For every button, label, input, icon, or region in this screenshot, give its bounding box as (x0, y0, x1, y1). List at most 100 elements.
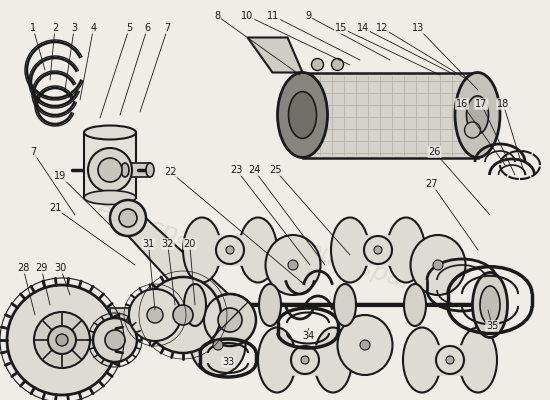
Ellipse shape (266, 235, 321, 295)
Text: 21: 21 (49, 203, 61, 213)
Polygon shape (110, 308, 129, 322)
Text: 27: 27 (426, 179, 438, 189)
Ellipse shape (410, 235, 465, 295)
Circle shape (311, 58, 323, 70)
Ellipse shape (84, 126, 136, 140)
Ellipse shape (258, 328, 296, 392)
Text: 26: 26 (428, 147, 441, 157)
Circle shape (218, 308, 242, 332)
Circle shape (465, 122, 481, 138)
Circle shape (288, 260, 298, 270)
Ellipse shape (314, 328, 352, 392)
Text: 17: 17 (475, 99, 487, 109)
Polygon shape (119, 210, 243, 333)
Text: 20: 20 (184, 239, 196, 249)
Circle shape (291, 346, 319, 374)
Ellipse shape (334, 284, 356, 326)
Text: eurosparts: eurosparts (92, 198, 228, 262)
Text: 29: 29 (35, 263, 47, 273)
Text: 10: 10 (241, 11, 254, 21)
Circle shape (360, 340, 370, 350)
Ellipse shape (480, 286, 500, 324)
Text: 9: 9 (305, 11, 311, 21)
Circle shape (34, 312, 90, 368)
Ellipse shape (121, 163, 129, 177)
Text: 8: 8 (214, 11, 221, 21)
Text: 18: 18 (497, 99, 509, 109)
Text: 28: 28 (17, 263, 29, 273)
Ellipse shape (387, 218, 425, 282)
Text: 6: 6 (144, 23, 151, 33)
Circle shape (145, 277, 221, 353)
Text: 19: 19 (54, 171, 67, 181)
Text: 22: 22 (164, 167, 177, 177)
Circle shape (110, 200, 146, 236)
Ellipse shape (84, 190, 136, 204)
Bar (302, 72, 477, 158)
Circle shape (204, 294, 256, 346)
Ellipse shape (472, 272, 508, 338)
Ellipse shape (404, 284, 426, 326)
Circle shape (105, 330, 125, 350)
Text: 35: 35 (486, 321, 498, 331)
Circle shape (216, 236, 244, 264)
Circle shape (7, 285, 117, 395)
Circle shape (433, 260, 443, 270)
Text: 5: 5 (126, 23, 133, 33)
Text: 32: 32 (162, 239, 174, 249)
Text: 13: 13 (412, 23, 424, 33)
Ellipse shape (474, 284, 496, 326)
Circle shape (374, 246, 382, 254)
Text: 7: 7 (30, 147, 36, 157)
Text: 34: 34 (302, 331, 314, 341)
Text: 12: 12 (376, 23, 388, 33)
Circle shape (301, 356, 309, 364)
Circle shape (446, 356, 454, 364)
Polygon shape (248, 38, 302, 72)
Polygon shape (84, 132, 136, 198)
Circle shape (364, 236, 392, 264)
Circle shape (173, 305, 193, 325)
Text: 24: 24 (248, 165, 260, 175)
Text: 31: 31 (142, 239, 155, 249)
Polygon shape (125, 163, 150, 177)
Ellipse shape (338, 315, 393, 375)
Ellipse shape (455, 72, 500, 158)
Circle shape (436, 346, 464, 374)
Ellipse shape (403, 328, 441, 392)
Circle shape (213, 340, 223, 350)
Text: 25: 25 (269, 165, 281, 175)
Text: 14: 14 (357, 23, 369, 33)
Polygon shape (185, 297, 200, 313)
Text: 1: 1 (30, 23, 36, 33)
Circle shape (147, 307, 163, 323)
Ellipse shape (183, 218, 221, 282)
Ellipse shape (259, 284, 281, 326)
Circle shape (98, 158, 122, 182)
Text: eurosparts: eurosparts (302, 238, 437, 302)
Text: 23: 23 (230, 165, 243, 175)
Text: 3: 3 (71, 23, 78, 33)
Text: 15: 15 (335, 23, 347, 33)
Ellipse shape (239, 218, 277, 282)
Text: 7: 7 (164, 23, 171, 33)
Text: 33: 33 (222, 357, 234, 367)
Circle shape (129, 289, 181, 341)
Circle shape (56, 334, 68, 346)
Text: 4: 4 (90, 23, 97, 33)
Ellipse shape (331, 218, 369, 282)
Ellipse shape (146, 163, 154, 177)
Text: 30: 30 (54, 263, 67, 273)
Circle shape (93, 318, 137, 362)
Ellipse shape (466, 96, 488, 134)
Ellipse shape (184, 284, 206, 326)
Circle shape (119, 209, 137, 227)
Circle shape (48, 326, 76, 354)
Ellipse shape (459, 328, 497, 392)
Ellipse shape (190, 315, 245, 375)
Circle shape (332, 58, 344, 70)
Circle shape (226, 246, 234, 254)
Ellipse shape (278, 72, 327, 158)
Text: 11: 11 (267, 11, 279, 21)
Text: 16: 16 (456, 99, 468, 109)
